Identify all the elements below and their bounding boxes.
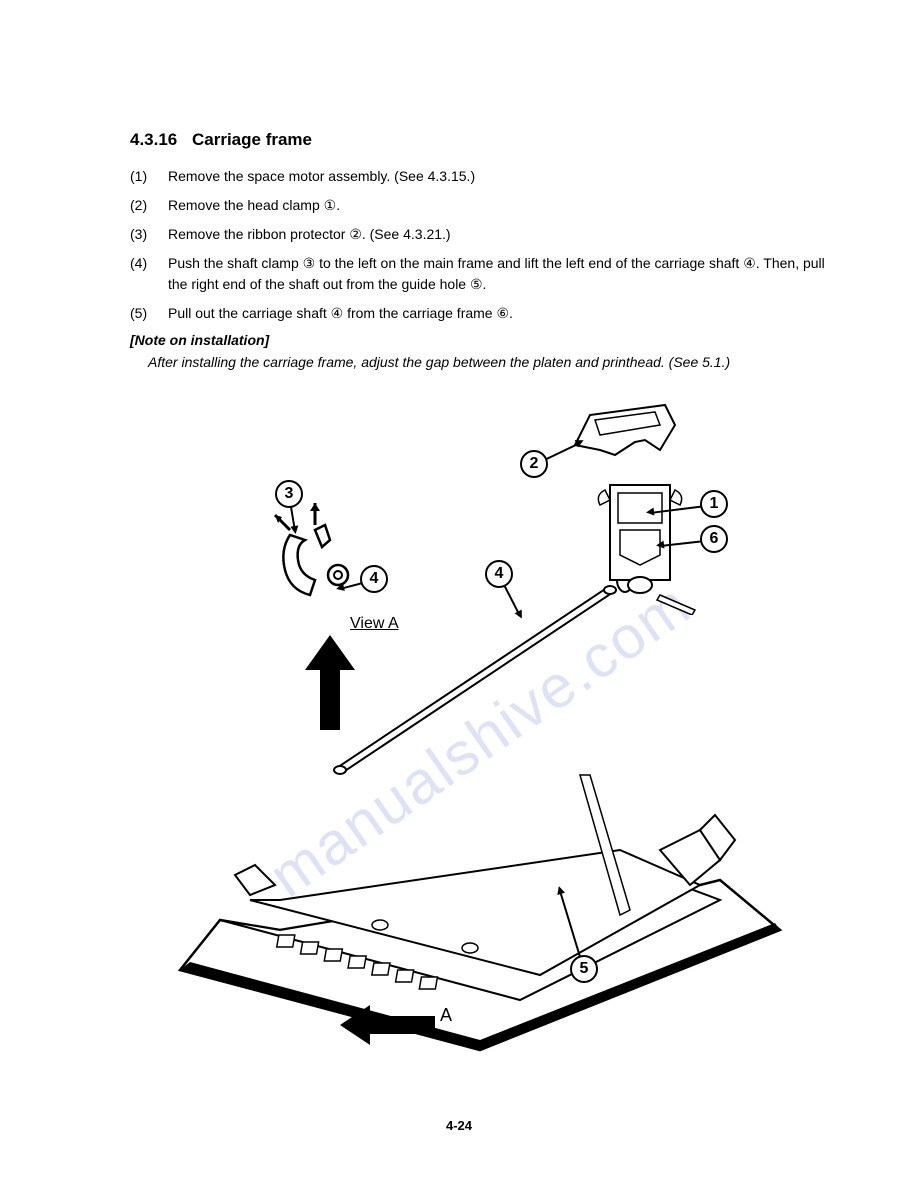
callout-circle: 2: [520, 450, 548, 478]
page-number: 4-24: [446, 1118, 472, 1133]
callout-circle: 4: [360, 565, 388, 593]
carriage-frame-icon: [590, 475, 700, 615]
step-text: Pull out the carriage shaft ④ from the c…: [168, 303, 828, 324]
callout-circle: 3: [275, 480, 303, 508]
callout-arrowhead-icon: [646, 508, 655, 517]
step-text: Remove the ribbon protector ②. (See 4.3.…: [168, 224, 828, 245]
step-item: (5) Pull out the carriage shaft ④ from t…: [130, 303, 828, 324]
callout-circle: 4: [485, 560, 513, 588]
callout-arrowhead-icon: [290, 525, 299, 534]
note-text: After installing the carriage frame, adj…: [148, 354, 828, 370]
callout-arrowhead-icon: [656, 541, 665, 550]
step-number: (2): [130, 195, 168, 216]
note-heading: [Note on installation]: [130, 332, 828, 348]
diagram-area: manualshive.com: [130, 400, 830, 1080]
step-number: (4): [130, 253, 168, 295]
step-number: (5): [130, 303, 168, 324]
step-item: (4) Push the shaft clamp ③ to the left o…: [130, 253, 828, 295]
step-number: (3): [130, 224, 168, 245]
callout-circle: 1: [700, 490, 728, 518]
section-number: 4.3.16: [130, 130, 177, 149]
callout-circle: 6: [700, 525, 728, 553]
direction-a-label: A: [440, 1005, 452, 1026]
step-item: (3) Remove the ribbon protector ②. (See …: [130, 224, 828, 245]
step-item: (2) Remove the head clamp ①.: [130, 195, 828, 216]
ribbon-protector-icon: [565, 400, 685, 470]
section-heading: 4.3.16 Carriage frame: [130, 130, 828, 150]
step-number: (1): [130, 166, 168, 187]
view-a-label: View A: [350, 615, 399, 633]
step-text: Remove the head clamp ①.: [168, 195, 828, 216]
step-item: (1) Remove the space motor assembly. (Se…: [130, 166, 828, 187]
callout-circle: 5: [570, 955, 598, 983]
section-title: Carriage frame: [192, 130, 312, 149]
step-list: (1) Remove the space motor assembly. (Se…: [130, 166, 828, 324]
direction-a-arrow-icon: [340, 1000, 440, 1050]
step-text: Push the shaft clamp ③ to the left on th…: [168, 253, 828, 295]
step-text: Remove the space motor assembly. (See 4.…: [168, 166, 828, 187]
printer-body-icon: [160, 730, 800, 1060]
